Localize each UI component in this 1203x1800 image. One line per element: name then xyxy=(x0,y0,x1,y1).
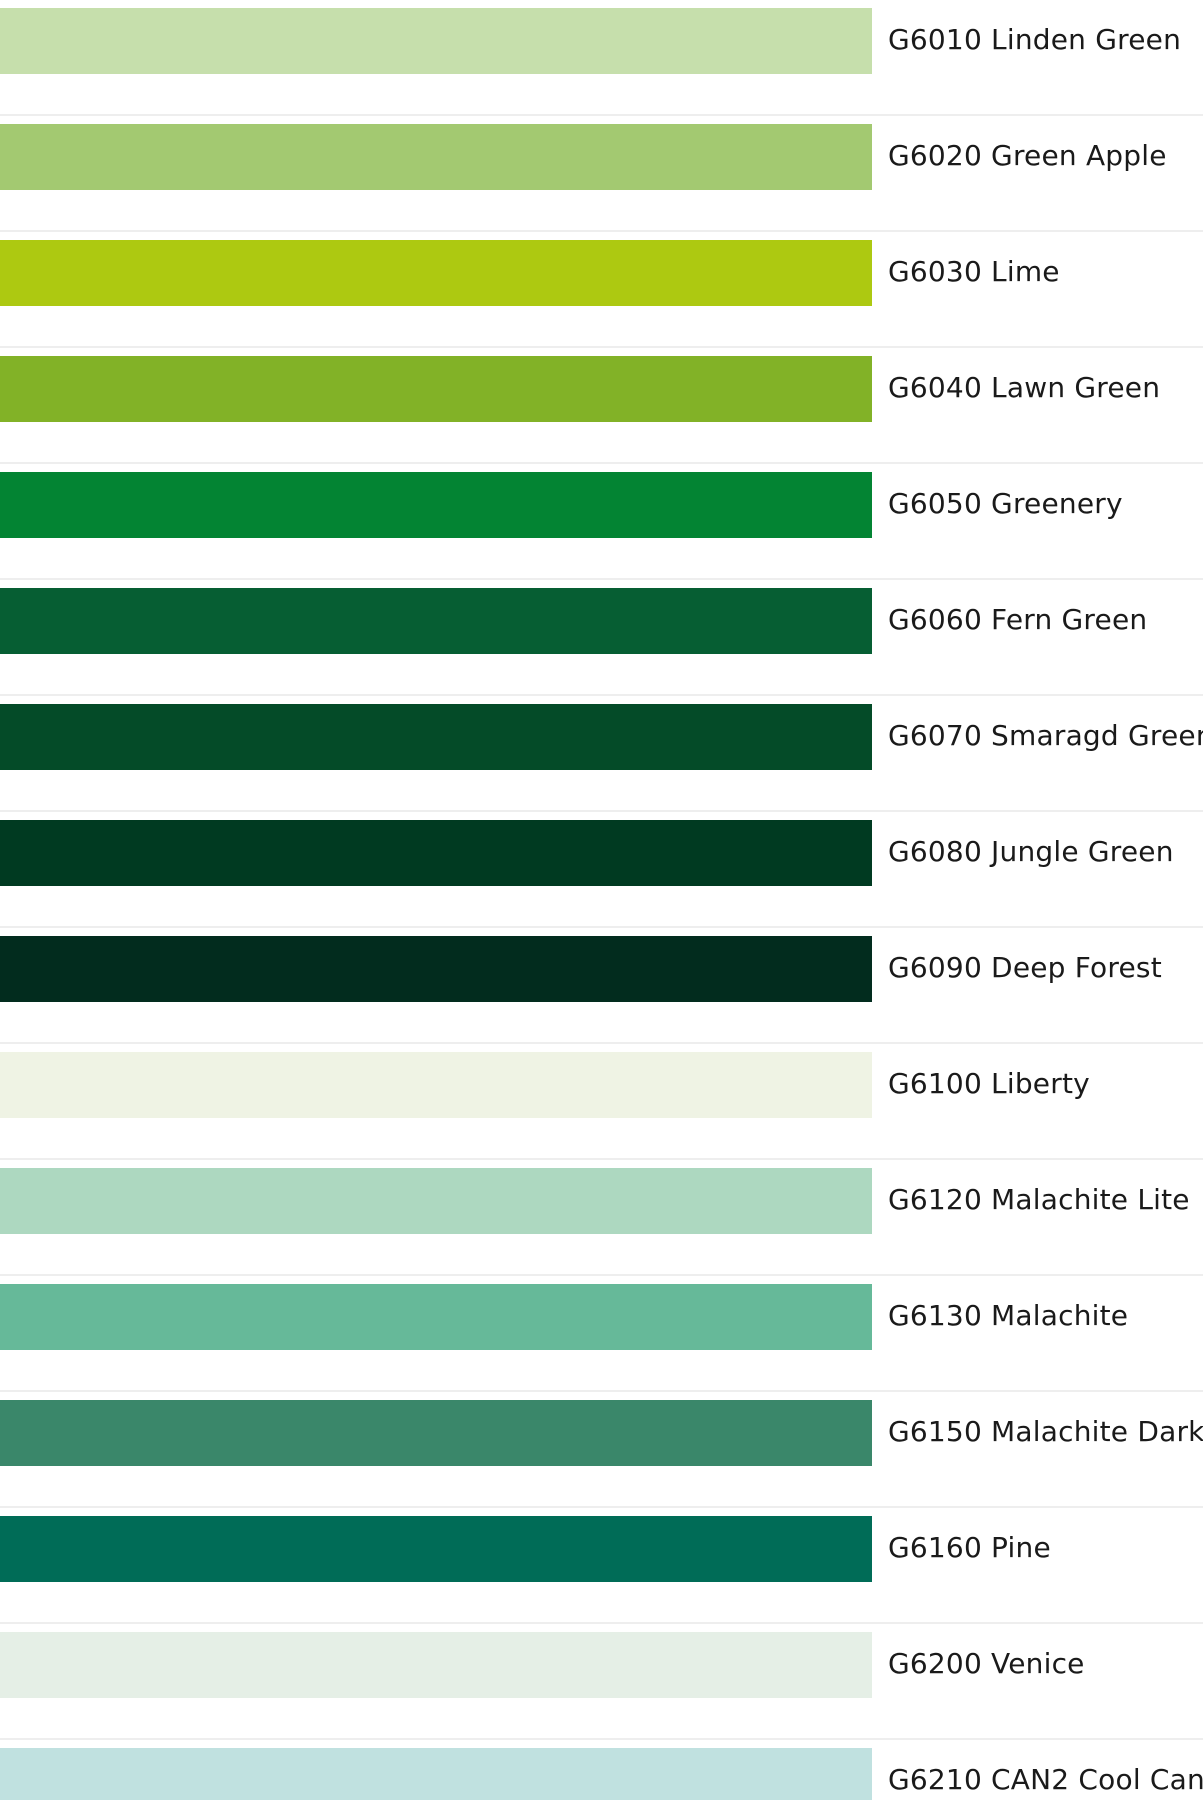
swatch-row[interactable]: G6050 Greenery xyxy=(0,464,1203,580)
swatch-label: G6050 Greenery xyxy=(888,487,1123,520)
color-swatch-bar xyxy=(0,1400,872,1466)
color-swatch-bar xyxy=(0,1052,872,1118)
swatch-row[interactable]: G6210 CAN2 Cool Cand xyxy=(0,1740,1203,1800)
swatch-label: G6210 CAN2 Cool Cand xyxy=(888,1763,1203,1796)
color-swatch-bar xyxy=(0,472,872,538)
swatch-row[interactable]: G6040 Lawn Green xyxy=(0,348,1203,464)
swatch-row[interactable]: G6100 Liberty xyxy=(0,1044,1203,1160)
swatch-label: G6010 Linden Green xyxy=(888,23,1182,56)
swatch-label: G6040 Lawn Green xyxy=(888,371,1161,404)
swatch-row[interactable]: G6120 Malachite Lite xyxy=(0,1160,1203,1276)
swatch-label: G6070 Smaragd Green xyxy=(888,719,1203,752)
swatch-label: G6120 Malachite Lite xyxy=(888,1183,1190,1216)
swatch-label: G6030 Lime xyxy=(888,255,1060,288)
swatch-label: G6150 Malachite Dark xyxy=(888,1415,1203,1448)
swatch-label: G6080 Jungle Green xyxy=(888,835,1174,868)
swatch-label: G6060 Fern Green xyxy=(888,603,1148,636)
color-swatch-bar xyxy=(0,1516,872,1582)
color-swatch-bar xyxy=(0,124,872,190)
swatch-row[interactable]: G6020 Green Apple xyxy=(0,116,1203,232)
color-swatch-bar xyxy=(0,820,872,886)
swatch-row[interactable]: G6030 Lime xyxy=(0,232,1203,348)
color-swatch-bar xyxy=(0,588,872,654)
color-swatch-bar xyxy=(0,8,872,74)
color-swatch-bar xyxy=(0,356,872,422)
swatch-label: G6200 Venice xyxy=(888,1647,1085,1680)
color-swatch-bar xyxy=(0,1748,872,1800)
swatch-label: G6020 Green Apple xyxy=(888,139,1167,172)
swatch-row[interactable]: G6060 Fern Green xyxy=(0,580,1203,696)
swatch-row[interactable]: G6080 Jungle Green xyxy=(0,812,1203,928)
swatch-row[interactable]: G6160 Pine xyxy=(0,1508,1203,1624)
swatch-row[interactable]: G6070 Smaragd Green xyxy=(0,696,1203,812)
swatch-row[interactable]: G6200 Venice xyxy=(0,1624,1203,1740)
swatch-label: G6100 Liberty xyxy=(888,1067,1090,1100)
swatch-row[interactable]: G6130 Malachite xyxy=(0,1276,1203,1392)
color-swatch-bar xyxy=(0,936,872,1002)
swatch-label: G6160 Pine xyxy=(888,1531,1051,1564)
color-swatch-bar xyxy=(0,240,872,306)
color-swatch-bar xyxy=(0,704,872,770)
color-swatch-bar xyxy=(0,1632,872,1698)
color-swatch-bar xyxy=(0,1284,872,1350)
swatch-row[interactable]: G6150 Malachite Dark xyxy=(0,1392,1203,1508)
swatch-label: G6090 Deep Forest xyxy=(888,951,1162,984)
swatch-label: G6130 Malachite xyxy=(888,1299,1129,1332)
color-swatch-bar xyxy=(0,1168,872,1234)
swatch-row[interactable]: G6010 Linden Green xyxy=(0,0,1203,116)
swatch-row[interactable]: G6090 Deep Forest xyxy=(0,928,1203,1044)
